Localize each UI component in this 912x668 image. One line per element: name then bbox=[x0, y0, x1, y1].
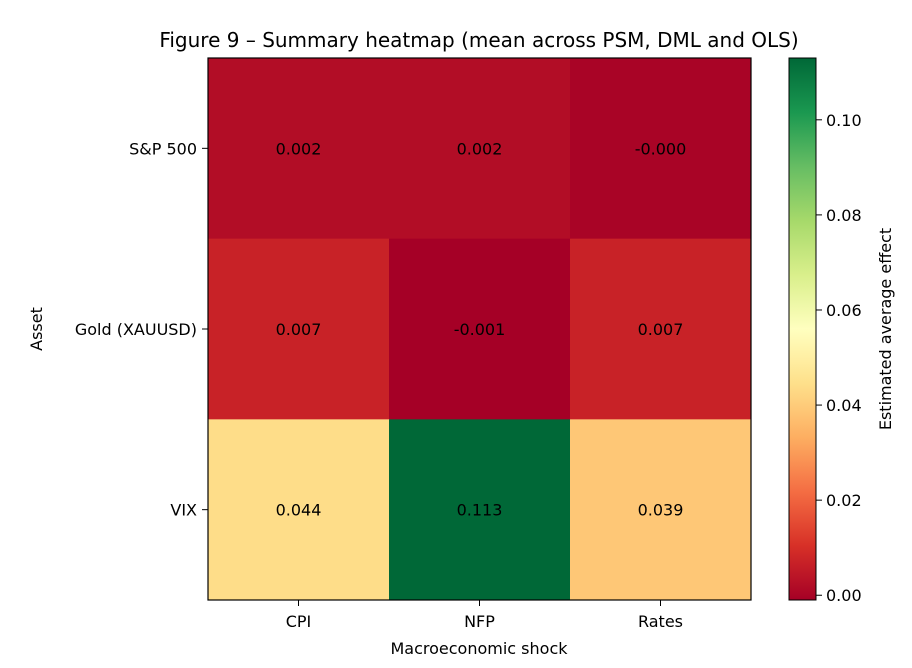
heatmap-cell bbox=[570, 58, 752, 240]
heatmap-cells: 0.002 0.002 -0.000 0.007 -0.001 0.007 0.044 0.1… bbox=[208, 58, 752, 601]
x-tick-label: Rates bbox=[638, 612, 683, 631]
y-axis: S&P 500 Gold (XAUUSD) VIX bbox=[75, 139, 208, 520]
cell-value-label: 0.113 bbox=[457, 501, 503, 520]
y-axis-label: Asset bbox=[27, 307, 46, 351]
colorbar-tick-label: 0.02 bbox=[826, 491, 862, 510]
cell-value-label: 0.007 bbox=[276, 320, 322, 339]
heatmap-cell bbox=[570, 238, 752, 420]
heatmap-cell bbox=[389, 238, 571, 420]
y-tick-label: Gold (XAUUSD) bbox=[75, 320, 197, 339]
colorbar-tick-label: 0.00 bbox=[826, 586, 862, 605]
x-tick-label: NFP bbox=[464, 612, 495, 631]
colorbar-tick-label: 0.04 bbox=[826, 396, 862, 415]
cell-value-label: 0.007 bbox=[638, 320, 684, 339]
cell-value-label: -0.000 bbox=[635, 139, 687, 158]
colorbar bbox=[788, 57, 817, 601]
colorbar-ticks: 0.00 0.02 0.04 0.06 0.08 0.10 bbox=[816, 111, 862, 605]
chart-title: Figure 9 – Summary heatmap (mean across … bbox=[159, 28, 798, 52]
colorbar-tick-label: 0.10 bbox=[826, 111, 862, 130]
heatmap-cell bbox=[208, 238, 390, 420]
y-tick-label: S&P 500 bbox=[129, 139, 197, 158]
x-axis: CPI NFP Rates bbox=[286, 600, 683, 631]
cell-value-label: 0.044 bbox=[276, 501, 322, 520]
cell-value-label: 0.002 bbox=[276, 139, 322, 158]
cell-value-label: 0.002 bbox=[457, 139, 503, 158]
cell-value-label: 0.039 bbox=[638, 501, 684, 520]
heatmap-cell bbox=[208, 419, 390, 601]
y-tick-label: VIX bbox=[170, 501, 197, 520]
heatmap-cell bbox=[208, 58, 390, 240]
colorbar-tick-label: 0.08 bbox=[826, 206, 862, 225]
heatmap-cell bbox=[389, 58, 571, 240]
heatmap-cell bbox=[570, 419, 752, 601]
heatmap-cell bbox=[389, 419, 571, 601]
colorbar-label: Estimated average effect bbox=[876, 228, 895, 430]
x-axis-label: Macroeconomic shock bbox=[390, 639, 568, 658]
colorbar-tick-label: 0.06 bbox=[826, 301, 862, 320]
cell-value-label: -0.001 bbox=[454, 320, 506, 339]
x-tick-label: CPI bbox=[286, 612, 312, 631]
